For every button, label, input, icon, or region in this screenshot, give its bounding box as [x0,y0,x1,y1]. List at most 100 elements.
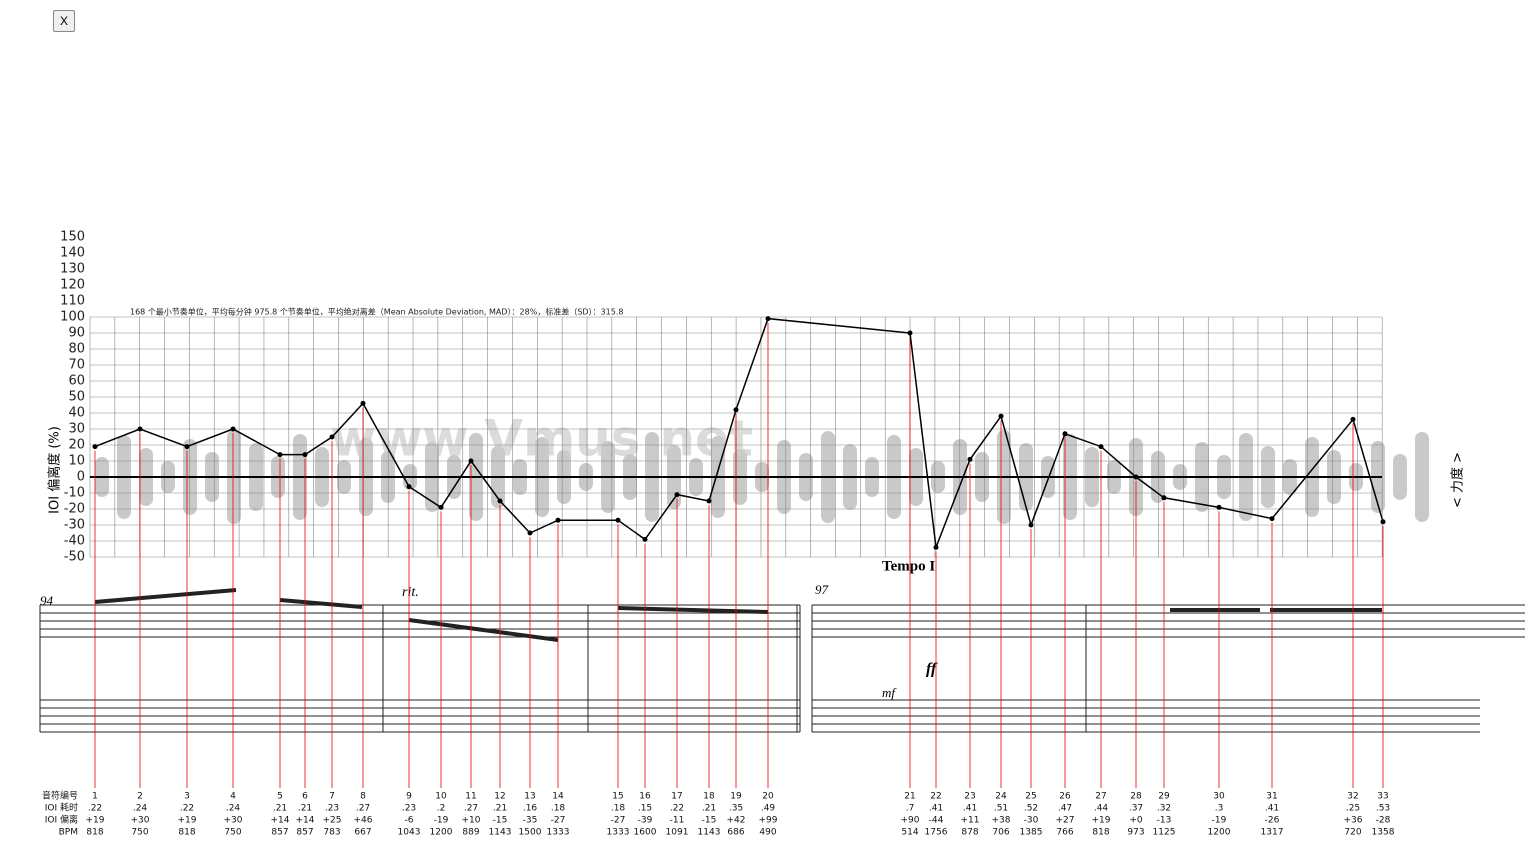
y-tick-label: -10 [64,486,85,501]
table-cell: 1756 [925,828,948,838]
table-cell: 1125 [1153,828,1176,838]
table-cell: 20 [762,792,774,802]
table-cell: 1600 [634,828,657,838]
table-cell: -15 [493,816,508,826]
table-cell: 1333 [547,828,570,838]
table-cell: 1143 [489,828,512,838]
table-cell: .27 [356,804,370,814]
table-cell: 17 [671,792,682,802]
measure-number: 97 [815,582,829,597]
table-cell: .22 [88,804,102,814]
table-cell: -26 [1265,816,1280,826]
table-cell: 857 [271,828,288,838]
y-tick-label: 120 [60,278,85,293]
table-cell: 21 [904,792,915,802]
bass-staff [812,699,1480,733]
right-axis-label: < 力度 > [1450,452,1466,508]
data-point [1028,522,1034,528]
table-cell: 818 [86,828,103,838]
y-tick-label: 30 [68,422,85,437]
table-cell: +99 [759,816,778,826]
data-point [92,444,98,450]
dynamic-marking: ff [926,661,938,678]
data-point [277,452,283,458]
data-point [302,452,308,458]
table-cell: 10 [435,792,447,802]
table-cell: .23 [402,804,416,814]
table-cell: 878 [961,828,978,838]
dynamics-bar [1415,432,1429,522]
table-cell: +27 [1056,816,1075,826]
table-cell: .3 [1215,804,1224,814]
table-cell: .41 [1265,804,1279,814]
table-cell: +90 [901,816,920,826]
table-cell: +25 [323,816,342,826]
table-cell: .16 [523,804,538,814]
table-cell: +30 [131,816,150,826]
table-cell: .23 [325,804,339,814]
table-cell: 720 [1344,828,1361,838]
table-cell: +36 [1344,816,1363,826]
table-cell: 22 [930,792,941,802]
data-point [1133,474,1139,480]
data-point [184,444,190,450]
table-cell: -28 [1376,816,1391,826]
table-cell: +10 [462,816,481,826]
data-point [406,484,412,490]
y-tick-label: 100 [60,310,85,325]
table-cell: +11 [961,816,980,826]
table-cell: 13 [524,792,535,802]
close-button[interactable]: X [53,10,75,32]
data-point [1350,416,1356,422]
table-cell: 19 [730,792,742,802]
table-cell: 4 [230,792,236,802]
data-point [674,492,680,498]
table-cell: 1200 [430,828,453,838]
table-cell: 889 [462,828,479,838]
table-cell: 750 [224,828,241,838]
table-cell: 973 [1127,828,1144,838]
y-tick-label: 40 [68,406,85,421]
table-cell: .44 [1094,804,1109,814]
y-tick-label: 150 [60,230,85,245]
tempo-marking: Tempo I [882,558,935,574]
y-tick-label: 140 [60,246,85,261]
table-cell: 16 [639,792,651,802]
table-cell: 30 [1213,792,1225,802]
data-point [765,316,771,322]
dynamic-marking: mf [882,685,897,700]
y-tick-label: -40 [64,534,85,549]
table-cell: 12 [494,792,505,802]
y-tick-label: 60 [68,374,85,389]
y-tick-label: 130 [60,262,85,277]
y-tick-label: 110 [60,294,85,309]
y-tick-label: -50 [64,550,85,565]
measure-number: 94 [40,593,54,608]
table-cell: +42 [727,816,746,826]
table-cell: .7 [906,804,915,814]
y-tick-label: 50 [68,390,85,405]
table-cell: 29 [1158,792,1170,802]
table-cell: +19 [1092,816,1111,826]
table-cell: 25 [1025,792,1036,802]
table-cell: 1385 [1020,828,1043,838]
table-cell: 857 [296,828,313,838]
table-cell: .32 [1157,804,1171,814]
table-cell: 18 [703,792,715,802]
table-cell: .24 [133,804,148,814]
y-tick-label: 80 [68,342,85,357]
table-cell: +46 [354,816,373,826]
table-cell: 14 [552,792,564,802]
table-cell: 1 [92,792,98,802]
table-cell: .35 [729,804,743,814]
y-tick-label: 90 [68,326,85,341]
table-cell: 2 [137,792,143,802]
table-cell: .21 [702,804,716,814]
table-cell: -19 [1212,816,1227,826]
table-cell: .24 [226,804,241,814]
table-cell: +14 [271,816,290,826]
y-tick-label: 20 [68,438,85,453]
table-cell: -15 [702,816,717,826]
